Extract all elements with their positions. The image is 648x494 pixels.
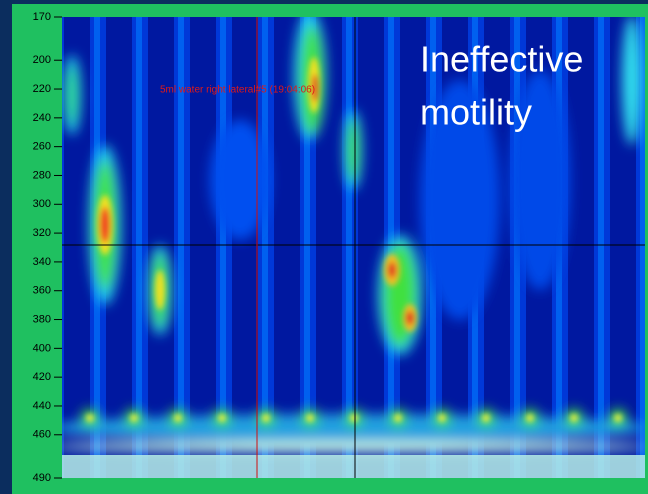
- event-annotation: 5ml water right lateral#5 (19:04:06): [160, 85, 315, 96]
- pressure-region: [50, 441, 648, 453]
- pressure-core: [218, 414, 226, 422]
- pressure-core: [482, 414, 490, 422]
- title-line: motility: [420, 92, 532, 133]
- title-line: Ineffective: [420, 39, 583, 80]
- pressure-region: [67, 65, 77, 125]
- pressure-core: [388, 262, 396, 278]
- pressure-core: [100, 207, 110, 243]
- pressure-core: [394, 414, 402, 422]
- pressure-core: [526, 414, 534, 422]
- y-tick-label: 440: [33, 400, 51, 412]
- y-tick-label: 360: [33, 285, 51, 297]
- y-tick-label: 460: [33, 429, 51, 441]
- y-tick-label: 240: [33, 112, 51, 124]
- y-tick-label: 320: [33, 227, 51, 239]
- pressure-core: [614, 414, 622, 422]
- bottom-band: [62, 455, 645, 478]
- y-tick-label: 200: [33, 54, 51, 66]
- pressure-region: [347, 118, 359, 182]
- pressure-core: [86, 414, 94, 422]
- pressure-core: [570, 414, 578, 422]
- y-tick-label: 400: [33, 342, 51, 354]
- y-tick-label: 420: [33, 371, 51, 383]
- y-tick-label: 280: [33, 169, 51, 181]
- y-tick-label: 170: [33, 11, 51, 23]
- pressure-core: [350, 414, 358, 422]
- pressure-region: [622, 15, 642, 145]
- pressure-core: [130, 414, 138, 422]
- pressure-core: [306, 414, 314, 422]
- y-tick-label: 490: [33, 472, 51, 484]
- y-tick-label: 260: [33, 141, 51, 153]
- pressure-core: [262, 414, 270, 422]
- y-tick-label: 340: [33, 256, 51, 268]
- pressure-region: [210, 120, 270, 240]
- y-tick-label: 300: [33, 198, 51, 210]
- screenshot: 5ml water right lateral#5 (19:04:06) Ine…: [0, 0, 648, 494]
- pressure-core: [174, 414, 182, 422]
- y-tick-label: 380: [33, 313, 51, 325]
- pressure-core: [438, 414, 446, 422]
- pressure-core: [155, 270, 165, 310]
- y-tick-label: 220: [33, 83, 51, 95]
- heatmap: [50, 10, 648, 478]
- pressure-core: [406, 311, 414, 325]
